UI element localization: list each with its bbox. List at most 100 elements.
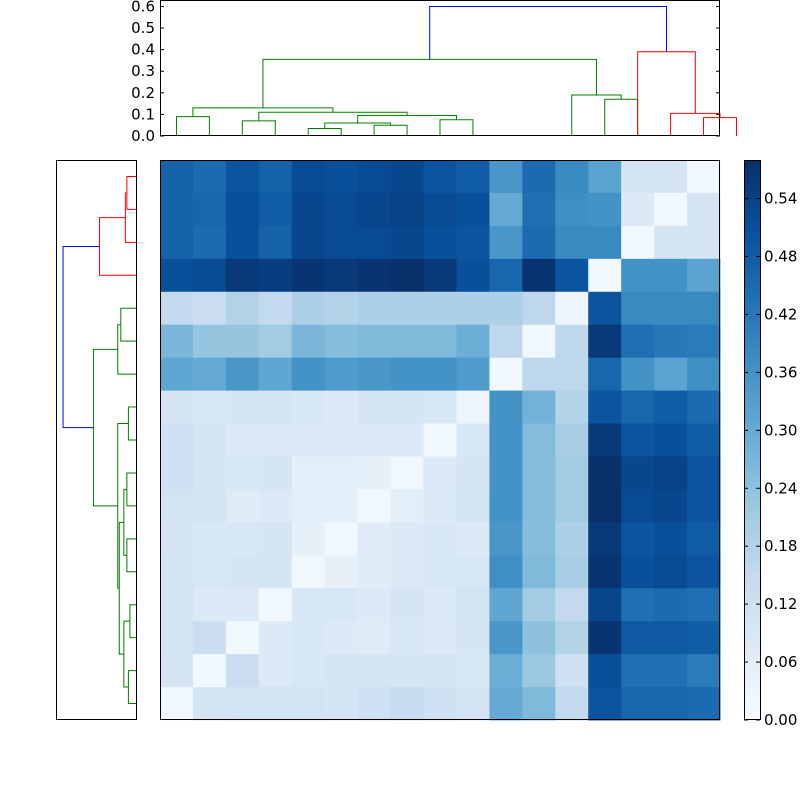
heatmap-cell — [654, 390, 688, 425]
heatmap-cell — [654, 192, 688, 227]
heatmap-cell — [324, 489, 359, 523]
left-dendrogram-link — [123, 620, 130, 688]
heatmap-cell — [555, 357, 589, 392]
heatmap-cell — [324, 357, 359, 392]
heatmap-cell — [390, 588, 425, 622]
heatmap-cell — [423, 225, 457, 260]
heatmap — [160, 160, 721, 721]
heatmap-cell — [456, 555, 490, 589]
heatmap-cell — [390, 423, 425, 457]
heatmap-cell — [687, 489, 721, 523]
left-dendrogram-link — [127, 406, 136, 441]
heatmap-cell — [687, 357, 721, 392]
heatmap-cell — [258, 291, 293, 326]
heatmap-cell — [687, 390, 721, 425]
heatmap-cell — [291, 423, 326, 457]
heatmap-cell — [456, 522, 490, 556]
colorbar-tick-label: 0.54 — [764, 190, 797, 208]
heatmap-cell — [654, 522, 688, 556]
heatmap-cell — [489, 522, 523, 556]
heatmap-cell — [423, 522, 457, 556]
heatmap-cell — [324, 423, 359, 457]
heatmap-cell — [160, 192, 194, 227]
heatmap-cell — [555, 258, 589, 293]
heatmap-cell — [555, 225, 589, 260]
heatmap-cell — [291, 258, 326, 293]
heatmap-cell — [456, 258, 490, 293]
heatmap-cell — [192, 357, 227, 392]
heatmap-cell — [588, 192, 622, 227]
heatmap-cell — [258, 357, 293, 392]
heatmap-cell — [621, 687, 655, 721]
heatmap-cell — [160, 654, 194, 688]
heatmap-cell — [258, 621, 293, 655]
heatmap-cell — [621, 160, 655, 194]
heatmap-cell — [258, 390, 293, 425]
heatmap-cell — [621, 258, 655, 293]
heatmap-cell — [456, 621, 490, 655]
heatmap-cell — [390, 160, 425, 194]
top-y-tick-label: 0.0 — [131, 127, 155, 145]
heatmap-cell — [522, 258, 556, 293]
colorbar — [744, 160, 760, 720]
heatmap-cell — [192, 522, 227, 556]
heatmap-cell — [225, 555, 260, 589]
heatmap-cell — [192, 423, 227, 457]
heatmap-cell — [357, 522, 392, 556]
heatmap-cell — [192, 192, 227, 227]
heatmap-cell — [621, 192, 655, 227]
heatmap-cell — [324, 192, 359, 227]
heatmap-cell — [687, 423, 721, 457]
heatmap-cell — [258, 456, 293, 490]
heatmap-cell — [225, 357, 260, 392]
colorbar-tick-label: 0.36 — [764, 363, 797, 381]
heatmap-cell — [357, 654, 392, 688]
heatmap-cell — [555, 654, 589, 688]
heatmap-cell — [225, 324, 260, 359]
heatmap-cell — [654, 423, 688, 457]
heatmap-cell — [621, 423, 655, 457]
heatmap-cell — [456, 160, 490, 194]
heatmap-cell — [555, 291, 589, 326]
heatmap-cell — [390, 522, 425, 556]
heatmap-cell — [456, 687, 490, 721]
heatmap-cell — [225, 588, 260, 622]
heatmap-cell — [555, 588, 589, 622]
heatmap-cell — [390, 654, 425, 688]
top-y-tick-label: 0.2 — [131, 84, 155, 102]
heatmap-cell — [160, 522, 194, 556]
top-y-tick-label: 0.6 — [131, 0, 155, 15]
heatmap-cell — [291, 291, 326, 326]
left-dendrogram-link — [120, 307, 136, 342]
left-dendrogram-link — [126, 472, 136, 507]
heatmap-cell — [324, 621, 359, 655]
heatmap-cell — [588, 522, 622, 556]
heatmap-frame — [160, 160, 720, 720]
heatmap-cell — [555, 489, 589, 523]
heatmap-cell — [423, 390, 457, 425]
heatmap-cell — [654, 456, 688, 490]
heatmap-cell — [489, 225, 523, 260]
left-dendrogram-link — [126, 538, 136, 573]
heatmap-cell — [225, 258, 260, 293]
heatmap-cell — [489, 192, 523, 227]
heatmap-cell — [687, 522, 721, 556]
heatmap-cell — [390, 291, 425, 326]
heatmap-cell — [390, 555, 425, 589]
heatmap-cell — [357, 621, 392, 655]
heatmap-cell — [160, 621, 194, 655]
heatmap-cell — [324, 291, 359, 326]
heatmap-cell — [357, 456, 392, 490]
heatmap-cell — [687, 588, 721, 622]
heatmap-cell — [357, 291, 392, 326]
heatmap-cell — [258, 654, 293, 688]
heatmap-cell — [423, 192, 457, 227]
heatmap-cell — [291, 687, 326, 721]
heatmap-cell — [324, 654, 359, 688]
heatmap-cell — [357, 192, 392, 227]
heatmap-cell — [291, 390, 326, 425]
heatmap-cell — [687, 258, 721, 293]
heatmap-cell — [192, 489, 227, 523]
heatmap-cell — [423, 654, 457, 688]
heatmap-cell — [423, 291, 457, 326]
